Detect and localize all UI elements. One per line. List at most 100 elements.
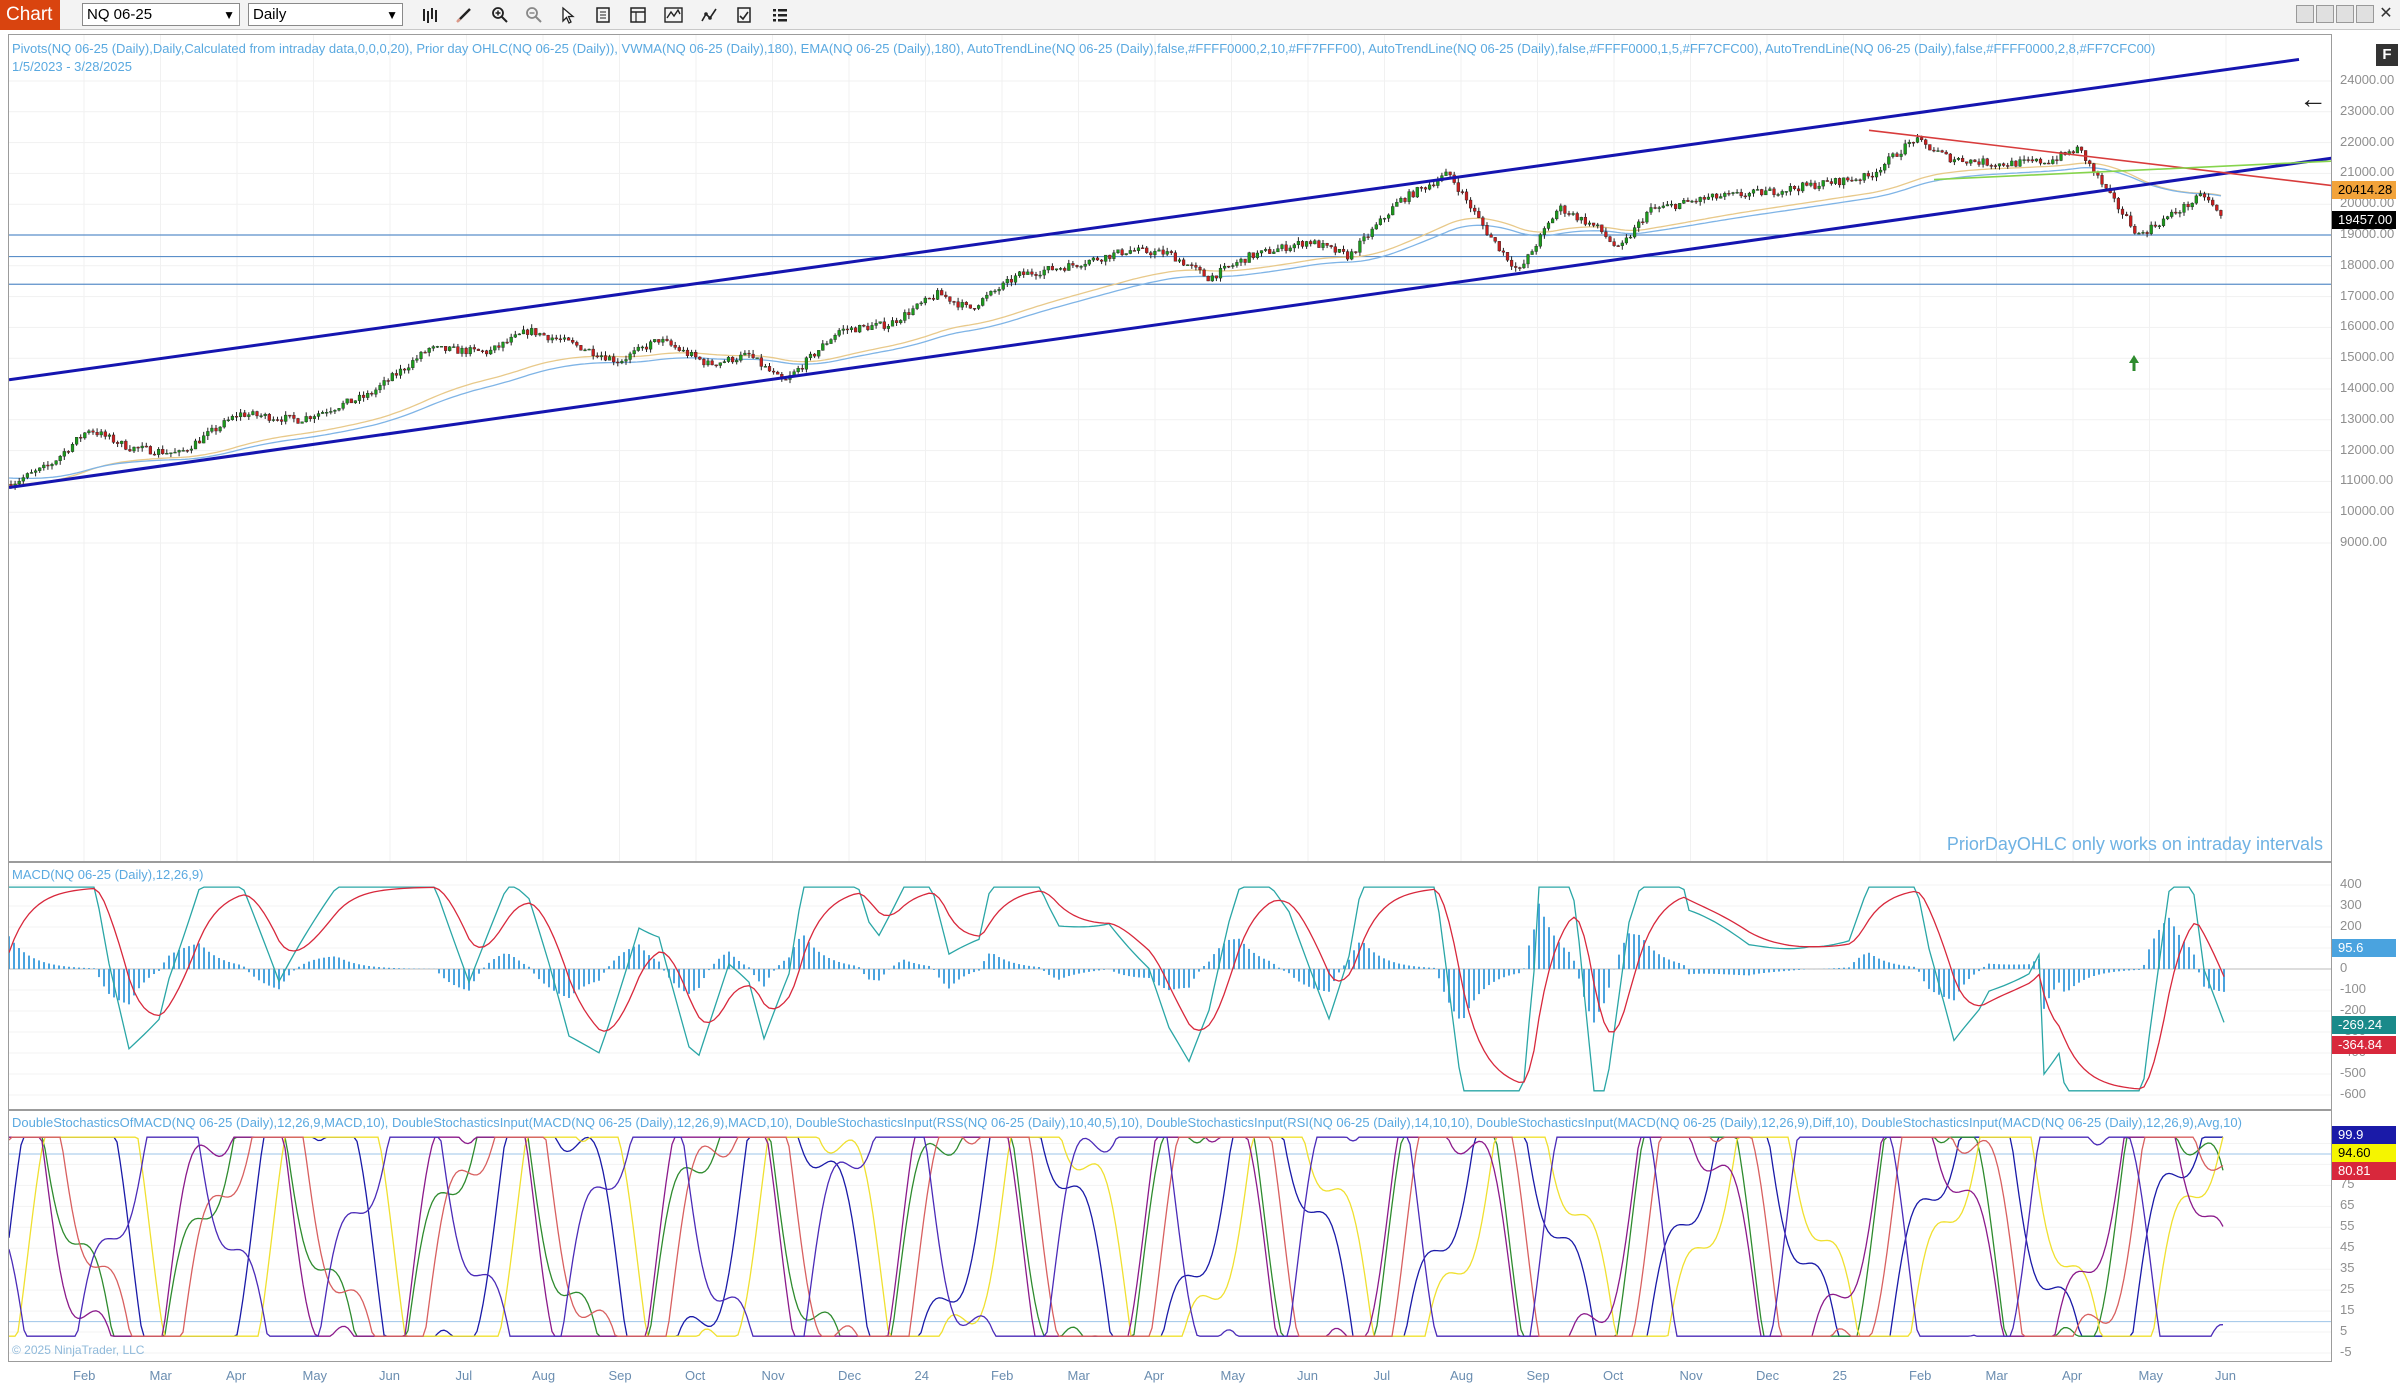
candle-body xyxy=(845,328,849,331)
candle-body xyxy=(202,435,206,444)
instrument-selector[interactable]: NQ 06-25 ▼ xyxy=(82,3,240,26)
candle-body xyxy=(148,446,152,455)
candle-body xyxy=(1825,180,1829,182)
candle-body xyxy=(1296,241,1300,245)
macd-panel[interactable]: MACD(NQ 06-25 (Daily),12,26,9) xyxy=(8,862,2332,1110)
candle-body xyxy=(226,419,230,422)
flatten-button[interactable]: F xyxy=(2376,44,2398,66)
candle-body xyxy=(1891,153,1895,157)
candle-body xyxy=(177,450,181,453)
properties-icon[interactable] xyxy=(626,3,650,27)
candle-body xyxy=(903,312,907,321)
candle-body xyxy=(1329,245,1333,247)
stochastics-panel[interactable]: DoubleStochasticsOfMACD(NQ 06-25 (Daily)… xyxy=(8,1110,2332,1362)
candle-body xyxy=(2198,193,2202,197)
tile-button[interactable] xyxy=(2356,5,2374,23)
candle-body xyxy=(849,327,854,330)
candle-body xyxy=(321,412,325,414)
price-panel[interactable]: Pivots(NQ 06-25 (Daily),Daily,Calculated… xyxy=(8,34,2332,862)
candle-body xyxy=(1001,282,1005,290)
period-selector[interactable]: Daily ▼ xyxy=(248,3,403,26)
candle-body xyxy=(382,380,386,386)
candle-body xyxy=(1104,254,1108,262)
candle-body xyxy=(1186,264,1190,266)
price-axis-label: 16000.00 xyxy=(2340,318,2395,334)
candle-body xyxy=(731,356,735,363)
candle-body xyxy=(1190,264,1194,266)
candle-body xyxy=(1965,161,1969,164)
close-icon[interactable]: ✕ xyxy=(2379,5,2393,22)
candle-body xyxy=(1460,191,1464,193)
candle-body xyxy=(1538,234,1542,247)
candle-body xyxy=(2001,163,2006,166)
prior-day-ohlc-note: PriorDayOHLC only works on intraday inte… xyxy=(1946,834,2323,854)
price-tag: 19457.00 xyxy=(2332,210,2396,229)
candle-body xyxy=(1657,207,1661,209)
time-axis-label: Nov xyxy=(761,1368,785,1383)
price-axis[interactable]: 24000.00 23000.00 22000.00 21000.00 20000.00… xyxy=(2332,34,2400,862)
candle-body xyxy=(87,430,91,434)
candle-body xyxy=(485,350,489,355)
macd-chart[interactable] xyxy=(9,863,2332,1110)
candle-body xyxy=(1895,153,1899,157)
time-axis[interactable]: Feb Mar Apr May Jun Jul Aug Sep Oct Nov Dec 24 Feb Ma… xyxy=(8,1362,2332,1384)
menu-icon[interactable] xyxy=(768,3,792,27)
candle-body xyxy=(2161,218,2166,226)
candle-body xyxy=(439,346,444,348)
candle-body xyxy=(1518,267,1522,269)
stochastics-chart[interactable] xyxy=(9,1111,2332,1362)
minimize-button[interactable] xyxy=(2296,5,2314,23)
candle-body xyxy=(1304,241,1309,247)
copyright-label: © 2025 NinjaTrader, LLC xyxy=(12,1343,145,1357)
candle-body xyxy=(185,450,189,452)
candle-body xyxy=(1780,191,1784,195)
candle-body xyxy=(1415,187,1419,198)
templates-icon[interactable] xyxy=(732,3,756,27)
candle-body xyxy=(829,339,833,344)
stochastics-line xyxy=(9,1136,2224,1337)
candle-body xyxy=(981,298,985,306)
candle-body xyxy=(132,446,136,452)
candle-body xyxy=(2174,211,2178,214)
candle-body xyxy=(206,431,210,436)
candle-body xyxy=(538,333,542,336)
candle-body xyxy=(1505,252,1510,261)
candle-body xyxy=(1292,244,1296,249)
candle-body xyxy=(1948,153,1952,163)
pointer-icon[interactable] xyxy=(556,3,580,27)
candle-body xyxy=(419,351,423,359)
price-chart[interactable] xyxy=(9,35,2332,862)
candle-body xyxy=(2042,162,2047,165)
data-box-icon[interactable] xyxy=(592,3,616,27)
candle-body xyxy=(2088,160,2092,164)
price-axis-label: 21000.00 xyxy=(2340,164,2395,180)
draw-pencil-icon[interactable] xyxy=(452,3,476,27)
chart-tab[interactable]: Chart xyxy=(0,0,60,30)
bar-type-icon[interactable] xyxy=(418,3,442,27)
candle-body xyxy=(526,329,530,335)
candle-body xyxy=(275,419,280,421)
candle-body xyxy=(308,416,312,419)
candle-body xyxy=(304,416,308,423)
vwma-line xyxy=(9,167,2222,480)
candle-body xyxy=(1887,156,1891,165)
candle-body xyxy=(1313,240,1317,245)
maximize-button[interactable] xyxy=(2316,5,2334,23)
restore-button[interactable] xyxy=(2336,5,2354,23)
zoom-out-icon[interactable] xyxy=(522,3,546,27)
strategies-icon[interactable] xyxy=(698,3,722,27)
macd-axis[interactable]: 4003002001000-100-200-300-400-500-600 xyxy=(2332,862,2400,1110)
candle-body xyxy=(644,346,649,350)
time-axis-label: May xyxy=(1220,1368,1246,1383)
zoom-in-icon[interactable] xyxy=(488,3,512,27)
candle-body xyxy=(1108,254,1112,259)
arrow-left-icon[interactable]: ← xyxy=(2299,83,2327,114)
indicators-icon[interactable] xyxy=(662,3,686,27)
candle-body xyxy=(612,356,616,363)
candle-body xyxy=(1391,206,1395,216)
candle-body xyxy=(616,361,620,364)
candle-body xyxy=(1673,203,1678,209)
candle-body xyxy=(632,350,636,355)
candle-body xyxy=(755,357,759,359)
candle-body xyxy=(280,419,284,422)
